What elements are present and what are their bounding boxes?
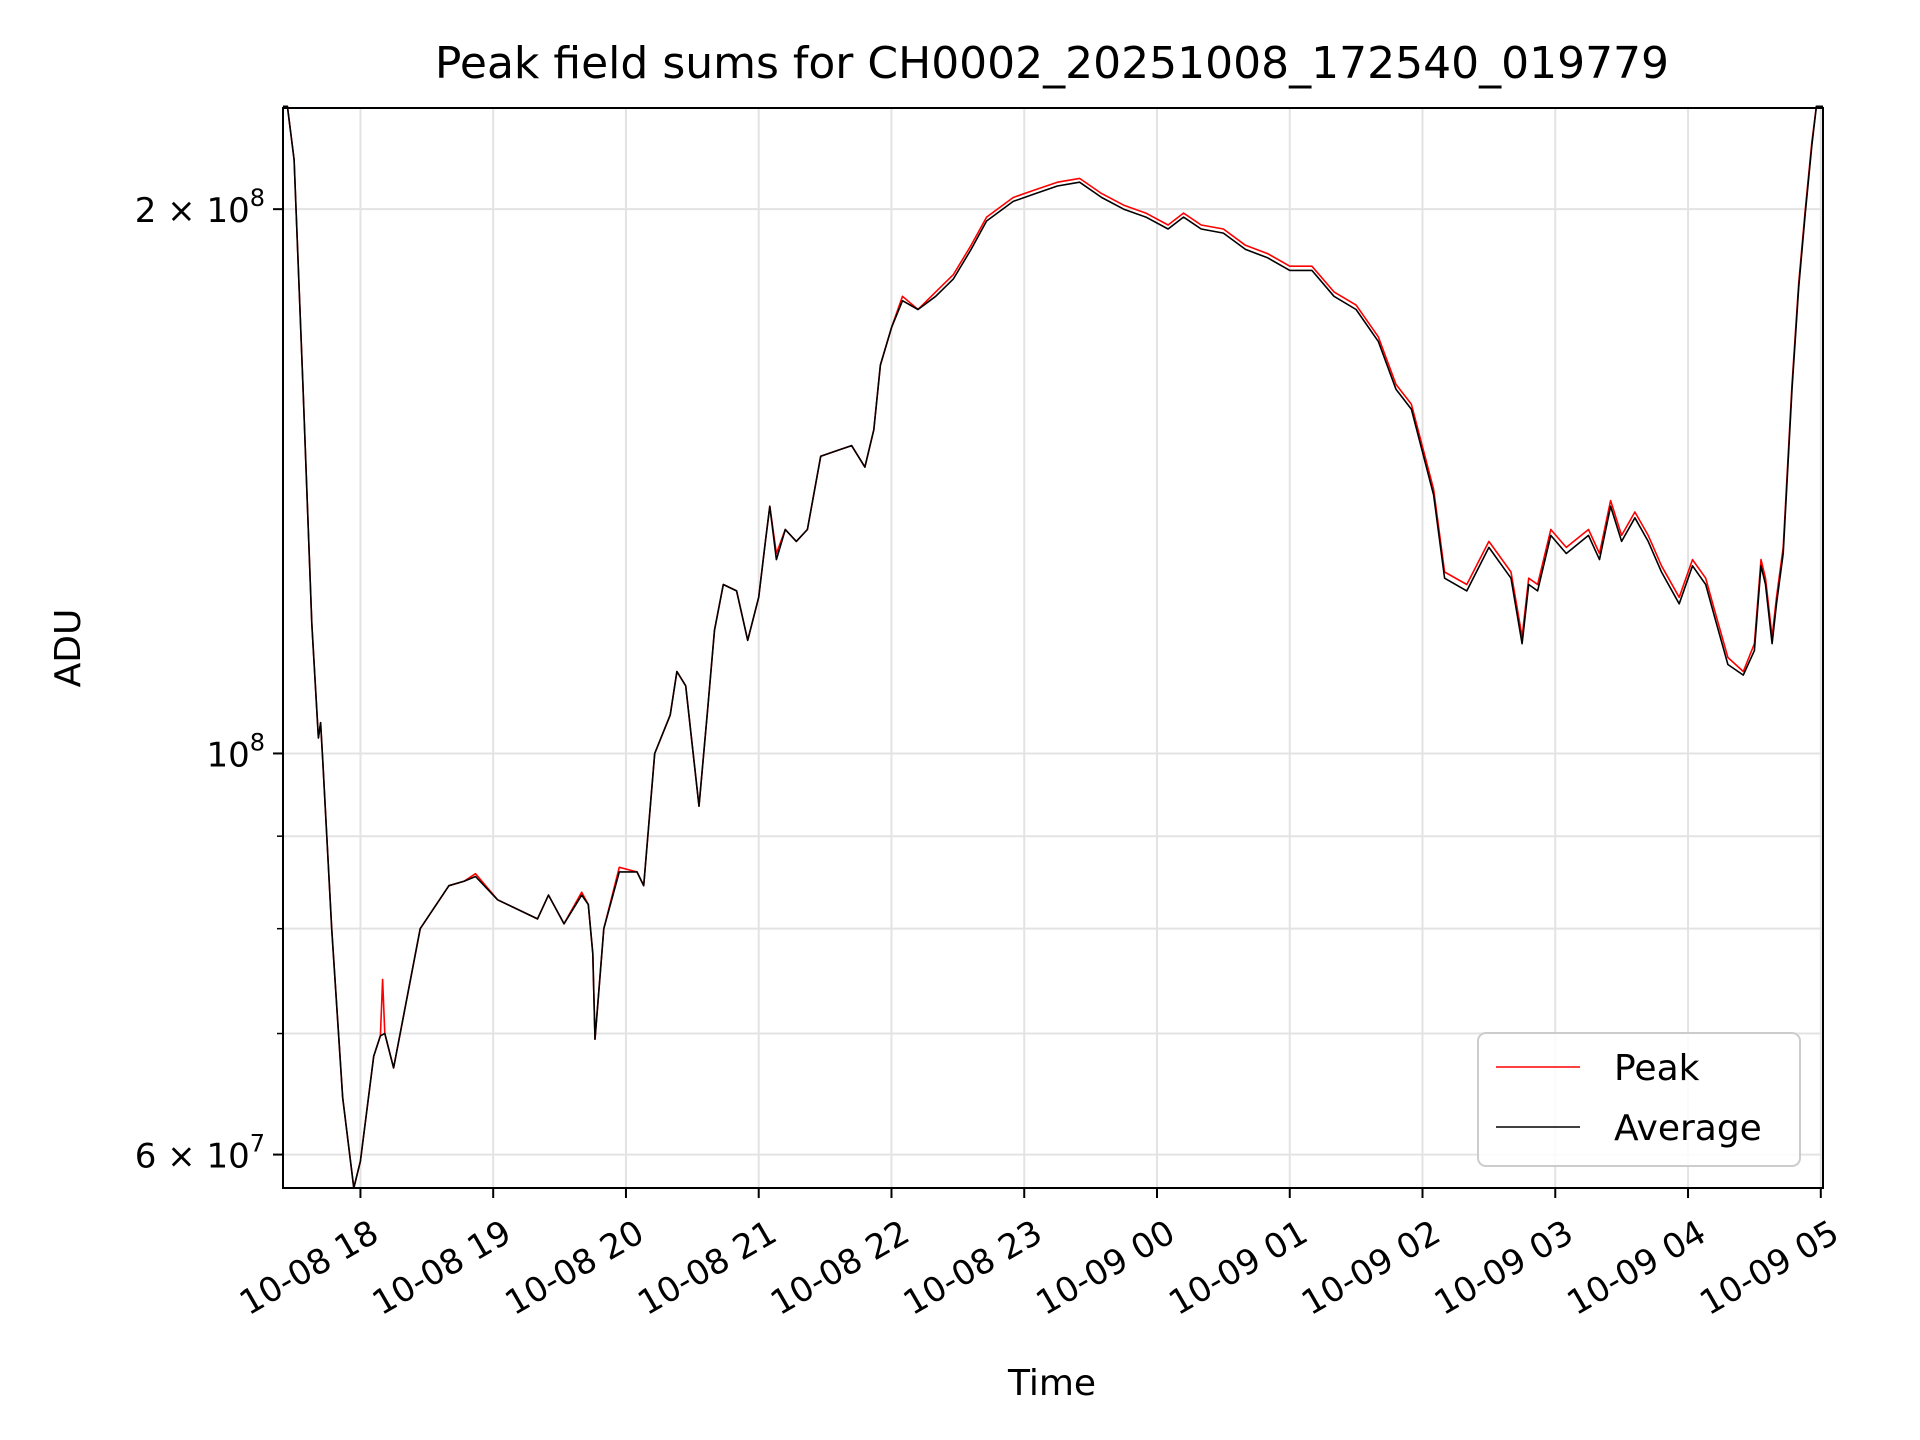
plot-frame [282,107,1824,1189]
y-tick-label: 6 × 107 [135,1130,265,1177]
chart-title: Peak field sums for CH0002_20251008_1725… [435,38,1669,89]
y-axis-label: ADU [48,609,89,688]
y-tick-label: 2 × 108 [135,184,265,231]
y-tick-label: 108 [206,728,265,775]
legend-average-label: Average [1614,1108,1762,1149]
legend: Peak Average [1477,1032,1801,1167]
y-axis-ticks: 6 × 107 108 2 × 108 [135,184,283,1177]
plot-lines [283,105,1823,1189]
series-line-average [283,105,1823,1189]
x-axis-label: Time [1007,1363,1096,1404]
legend-peak-label: Peak [1614,1048,1700,1089]
